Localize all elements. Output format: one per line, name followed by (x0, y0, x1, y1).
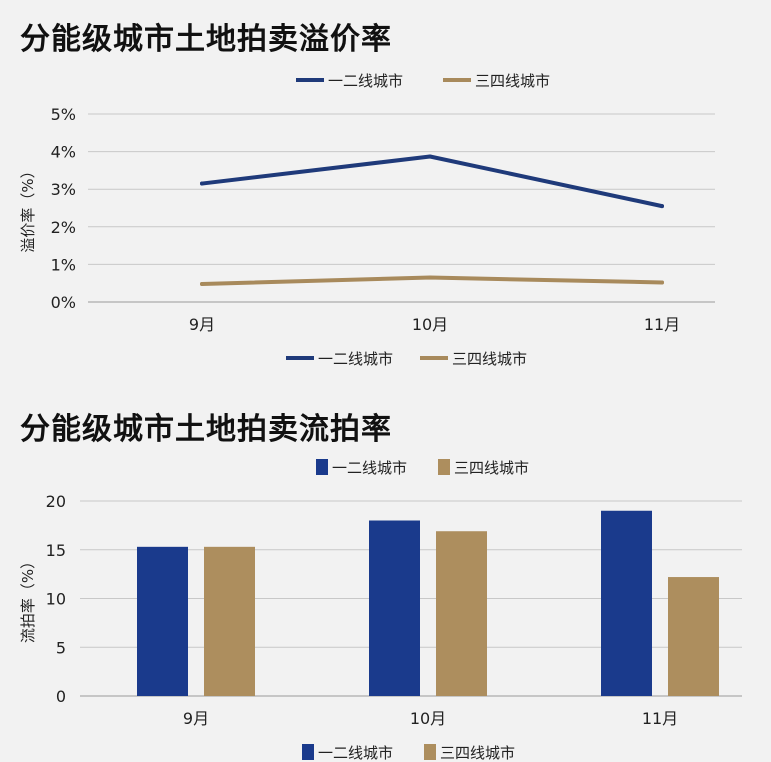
y-tick-label: 0% (51, 293, 76, 312)
data-point (660, 204, 664, 209)
y-tick-label: 3% (51, 180, 76, 199)
y-axis-label: 流拍率（%） (19, 554, 37, 643)
line-chart-title: 分能级城市土地拍卖溢价率 (20, 22, 392, 57)
legend-bottom-label-1: 三四线城市 (440, 744, 515, 762)
x-tick-label: 10月 (412, 315, 448, 334)
data-point (660, 280, 664, 285)
x-tick-label: 9月 (183, 709, 209, 728)
x-tick-label: 11月 (644, 315, 680, 334)
y-tick-label: 20 (46, 492, 66, 511)
y-tick-label: 1% (51, 255, 76, 274)
bar-0-1 (369, 520, 420, 696)
legend-top-swatch-0 (316, 459, 328, 475)
bar-0-0 (137, 546, 188, 696)
bar-1-0 (204, 546, 255, 696)
data-point (200, 181, 204, 186)
bar-chart-title: 分能级城市土地拍卖流拍率 (20, 412, 392, 447)
legend-top-swatch-1 (438, 459, 450, 475)
bar-1-1 (436, 531, 487, 696)
y-tick-label: 2% (51, 218, 76, 237)
data-point (200, 281, 204, 286)
x-tick-label: 10月 (410, 709, 446, 728)
legend-bottom-label-0: 一二线城市 (318, 350, 393, 368)
legend-bottom-swatch-0 (302, 744, 314, 760)
legend-top-label-0: 一二线城市 (328, 72, 403, 90)
data-point (428, 154, 432, 159)
x-tick-label: 9月 (189, 315, 215, 334)
bar-1-2 (668, 577, 719, 696)
legend-bottom-label-1: 三四线城市 (452, 350, 527, 368)
bar-0-2 (601, 510, 652, 696)
y-tick-label: 5 (56, 638, 66, 657)
legend-bottom-label-0: 一二线城市 (318, 744, 393, 762)
y-tick-label: 10 (46, 590, 66, 609)
legend-top-label-1: 三四线城市 (475, 72, 550, 90)
y-tick-label: 15 (46, 541, 66, 560)
x-tick-label: 11月 (642, 709, 678, 728)
y-axis-label: 溢价率（%） (19, 163, 37, 252)
y-tick-label: 0 (56, 687, 66, 706)
legend-top-label-0: 一二线城市 (332, 459, 407, 477)
y-tick-label: 4% (51, 143, 76, 162)
legend-bottom-swatch-1 (424, 744, 436, 760)
y-tick-label: 5% (51, 105, 76, 124)
data-point (428, 275, 432, 280)
legend-top-label-1: 三四线城市 (454, 459, 529, 477)
